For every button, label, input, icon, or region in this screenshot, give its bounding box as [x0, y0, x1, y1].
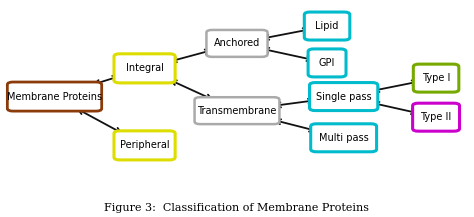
- FancyBboxPatch shape: [412, 103, 459, 131]
- FancyBboxPatch shape: [311, 124, 376, 152]
- Text: Type I: Type I: [422, 73, 450, 83]
- Text: Lipid: Lipid: [315, 21, 339, 31]
- FancyBboxPatch shape: [114, 131, 175, 160]
- Text: Anchored: Anchored: [214, 38, 260, 48]
- Text: Multi pass: Multi pass: [319, 133, 368, 143]
- FancyBboxPatch shape: [194, 97, 279, 124]
- Text: Transmembrane: Transmembrane: [197, 106, 277, 116]
- Text: Type II: Type II: [420, 112, 452, 122]
- Text: Membrane Proteins: Membrane Proteins: [7, 92, 102, 102]
- Text: Peripheral: Peripheral: [120, 140, 169, 150]
- FancyBboxPatch shape: [8, 82, 101, 111]
- FancyBboxPatch shape: [308, 49, 346, 77]
- FancyBboxPatch shape: [114, 54, 175, 83]
- FancyBboxPatch shape: [310, 82, 378, 110]
- Text: Integral: Integral: [126, 63, 164, 73]
- FancyBboxPatch shape: [413, 64, 459, 92]
- Text: GPI: GPI: [319, 58, 335, 68]
- FancyBboxPatch shape: [206, 30, 267, 57]
- Text: Figure 3:  Classification of Membrane Proteins: Figure 3: Classification of Membrane Pro…: [104, 203, 370, 213]
- FancyBboxPatch shape: [304, 12, 350, 40]
- Text: Single pass: Single pass: [316, 92, 372, 102]
